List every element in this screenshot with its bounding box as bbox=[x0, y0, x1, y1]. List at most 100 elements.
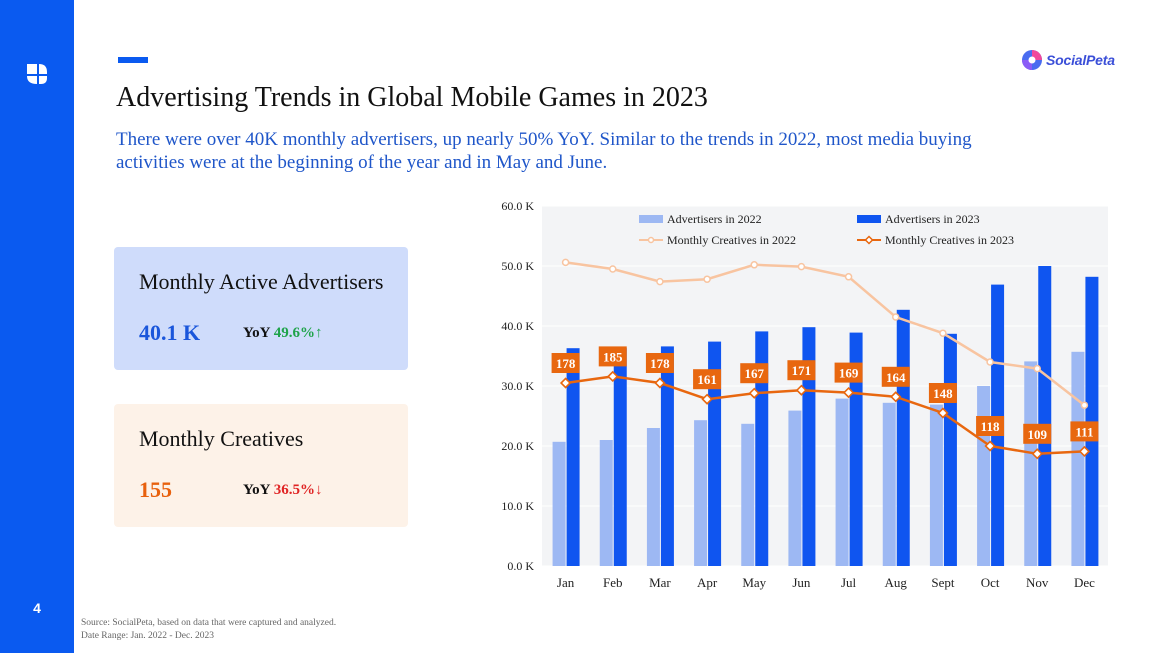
bar-advertisers-2022 bbox=[646, 428, 660, 566]
point-creatives-2023 bbox=[842, 386, 855, 399]
point-creatives-2023 bbox=[984, 440, 996, 452]
bar-advertisers-2022 bbox=[1071, 351, 1085, 566]
x-tick-label: Oct bbox=[981, 575, 1000, 590]
data-label-creatives-2023: 161 bbox=[697, 372, 717, 387]
y-tick-label: 40.0 K bbox=[501, 319, 534, 333]
data-label-creatives-2023: 111 bbox=[1075, 424, 1093, 439]
source-line: Source: SocialPeta, based on data that w… bbox=[81, 618, 337, 628]
advertisers-card-value: 40.1 K bbox=[139, 320, 201, 345]
title-accent-bar bbox=[118, 57, 148, 63]
legend-marker bbox=[647, 236, 655, 244]
data-label-box bbox=[1023, 423, 1052, 444]
data-label-box bbox=[881, 366, 910, 387]
bar-advertisers-2022 bbox=[929, 404, 943, 566]
data-label-creatives-2023: 164 bbox=[886, 370, 906, 385]
point-creatives-2023 bbox=[890, 391, 902, 403]
x-tick-label: Sept bbox=[931, 575, 955, 590]
advertisers-card: Monthly Active Advertisers 40.1 K YoY 49… bbox=[114, 247, 408, 370]
bar-advertisers-2022 bbox=[741, 423, 755, 566]
point-creatives-2023 bbox=[607, 370, 619, 383]
source-note: Source: SocialPeta, based on data that w… bbox=[81, 617, 336, 643]
point-creatives-2022 bbox=[892, 313, 900, 321]
app-logo-icon bbox=[27, 64, 47, 84]
data-label-creatives-2023: 109 bbox=[1028, 427, 1048, 442]
x-tick-label: Feb bbox=[603, 575, 623, 590]
data-label-box bbox=[787, 360, 816, 381]
legend-swatch bbox=[857, 215, 881, 223]
point-creatives-2022 bbox=[939, 329, 947, 337]
bar-advertisers-2023 bbox=[943, 333, 957, 566]
point-creatives-2023 bbox=[795, 384, 808, 396]
point-creatives-2022 bbox=[703, 275, 711, 283]
x-tick-label: Jul bbox=[841, 575, 857, 590]
legend-marker bbox=[864, 235, 874, 245]
point-creatives-2023 bbox=[1078, 445, 1091, 458]
bar-advertisers-2023 bbox=[896, 309, 910, 566]
advertisers-yoy-label: YoY bbox=[243, 325, 270, 341]
y-tick-label: 0.0 K bbox=[507, 559, 534, 573]
bar-advertisers-2023 bbox=[566, 348, 580, 566]
point-creatives-2023 bbox=[937, 407, 949, 419]
data-label-creatives-2023: 118 bbox=[981, 419, 1000, 434]
creatives-card-value: 155 bbox=[139, 477, 172, 502]
bar-advertisers-2022 bbox=[835, 398, 849, 566]
legend-label: Advertisers in 2022 bbox=[667, 212, 762, 226]
x-tick-label: Aug bbox=[885, 575, 908, 590]
data-label-box bbox=[928, 383, 957, 403]
bar-advertisers-2022 bbox=[977, 386, 991, 566]
data-label-creatives-2023: 178 bbox=[556, 356, 576, 371]
x-tick-label: Mar bbox=[649, 575, 671, 590]
line-creatives-2023 bbox=[565, 375, 1085, 456]
legend-label: Monthly Creatives in 2022 bbox=[667, 233, 796, 247]
bar-advertisers-2022 bbox=[1024, 361, 1038, 566]
point-creatives-2023 bbox=[1031, 448, 1043, 460]
point-creatives-2023 bbox=[654, 377, 666, 389]
advertisers-card-title: Monthly Active Advertisers bbox=[139, 269, 384, 294]
data-label-box bbox=[740, 363, 769, 384]
x-tick-label: Apr bbox=[697, 575, 718, 590]
sidebar: 4 bbox=[0, 0, 74, 653]
point-creatives-2023 bbox=[559, 377, 572, 389]
point-creatives-2022 bbox=[844, 273, 853, 281]
data-label-creatives-2023: 167 bbox=[745, 366, 765, 381]
advertisers-yoy-value: 49.6%↑ bbox=[273, 325, 323, 341]
bar-advertisers-2022 bbox=[599, 440, 613, 566]
data-label-creatives-2023: 148 bbox=[933, 386, 953, 401]
data-label-box bbox=[693, 369, 722, 390]
bar-advertisers-2023 bbox=[660, 346, 674, 566]
point-creatives-2022 bbox=[609, 265, 617, 273]
brand-logo: SocialPeta bbox=[1021, 48, 1115, 72]
creatives-yoy-value: 36.5%↓ bbox=[273, 482, 323, 498]
data-label-box bbox=[551, 353, 580, 373]
data-label-box bbox=[976, 416, 1005, 436]
legend-swatch bbox=[639, 215, 663, 223]
creatives-yoy-label: YoY bbox=[243, 482, 270, 498]
page-subtitle: There were over 40K monthly advertisers,… bbox=[116, 129, 972, 173]
bar-advertisers-2023 bbox=[849, 332, 863, 566]
y-tick-label: 20.0 K bbox=[501, 439, 534, 453]
page-number: 4 bbox=[33, 600, 41, 616]
data-label-creatives-2023: 169 bbox=[839, 366, 859, 381]
line-creatives-2022 bbox=[565, 261, 1086, 407]
creatives-card-yoy: YoY 36.5%↓ bbox=[243, 482, 322, 499]
page-title: Advertising Trends in Global Mobile Game… bbox=[116, 82, 708, 113]
bar-advertisers-2022 bbox=[694, 420, 708, 566]
data-label-box bbox=[598, 346, 627, 367]
x-tick-label: Jan bbox=[557, 575, 575, 590]
y-tick-label: 60.0 K bbox=[501, 199, 534, 213]
point-creatives-2022 bbox=[1033, 364, 1041, 373]
brand-name: SocialPeta bbox=[1046, 52, 1115, 68]
y-tick-label: 50.0 K bbox=[501, 259, 534, 273]
x-tick-label: Dec bbox=[1074, 575, 1095, 590]
socialpeta-logo-icon bbox=[1022, 50, 1042, 70]
creatives-card: Monthly Creatives 155 YoY 36.5%↓ bbox=[114, 404, 408, 527]
y-tick-label: 10.0 K bbox=[501, 499, 534, 513]
point-creatives-2022 bbox=[1080, 401, 1089, 409]
point-creatives-2022 bbox=[986, 358, 994, 366]
legend-label: Advertisers in 2023 bbox=[885, 212, 980, 226]
x-tick-label: Nov bbox=[1026, 575, 1049, 590]
point-creatives-2022 bbox=[561, 258, 570, 267]
bar-advertisers-2023 bbox=[755, 331, 769, 566]
point-creatives-2022 bbox=[797, 262, 806, 271]
